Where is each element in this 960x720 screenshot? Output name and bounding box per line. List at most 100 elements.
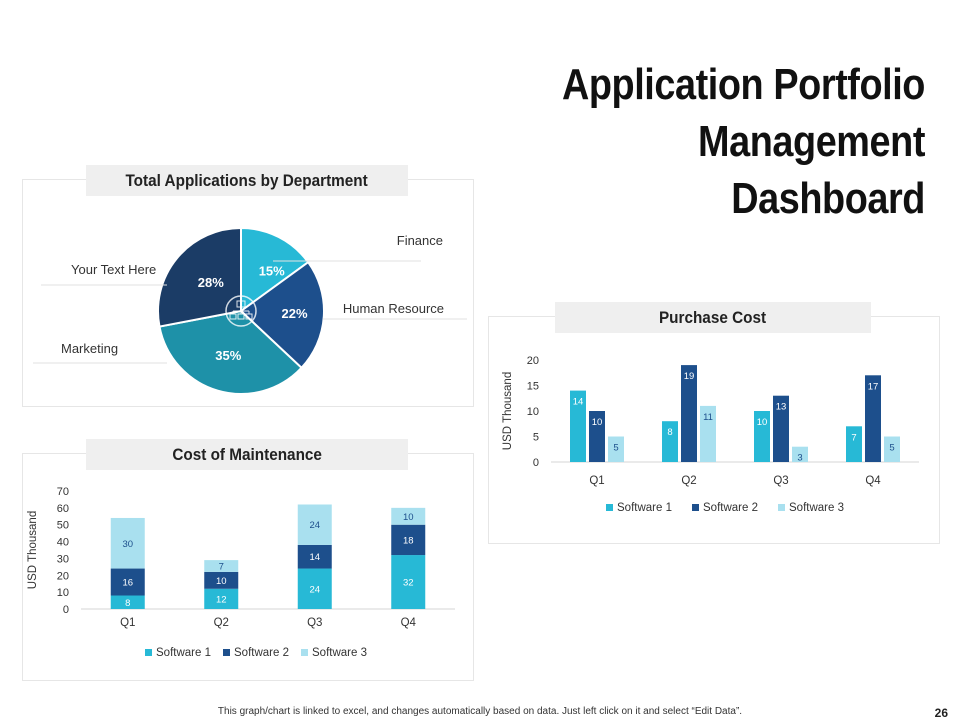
y-tick-label: 5 <box>533 432 539 444</box>
bar-q4-software-2 <box>865 375 881 462</box>
y-tick-label: 0 <box>63 604 69 616</box>
x-tick-label-q3: Q3 <box>773 475 788 487</box>
legend-swatch-software-3 <box>778 504 785 511</box>
stack-value-label: 24 <box>309 584 320 595</box>
pie-slice-finance <box>240 226 310 313</box>
stack-q3-software-2 <box>297 544 332 569</box>
bar-q3-software-2 <box>773 395 789 462</box>
department-panel-header: Total Applications by Department <box>86 165 408 196</box>
y-axis-label: USD Thousand <box>502 372 514 450</box>
y-tick-label: 70 <box>57 486 69 498</box>
pie-label-marketing: Marketing <box>61 341 118 356</box>
x-tick-label-q1: Q1 <box>120 617 135 629</box>
y-tick-label: 10 <box>57 587 69 599</box>
bar-q1-software-1 <box>570 390 586 462</box>
bar-value-label: 19 <box>684 371 695 382</box>
purchase-cost-title: Purchase Cost <box>659 307 767 327</box>
stack-q3-software-3 <box>297 504 332 545</box>
stack-q4-software-3 <box>391 507 426 525</box>
stack-q2-software-3 <box>204 560 239 572</box>
stack-value-label: 24 <box>309 520 320 531</box>
legend-label-software-1: Software 1 <box>156 647 211 659</box>
bar-q3-software-3 <box>792 446 808 462</box>
x-tick-label-q4: Q4 <box>401 617 417 629</box>
y-axis-label: USD Thousand <box>27 511 39 589</box>
bar-value-label: 13 <box>776 402 787 413</box>
bar-q4-software-1 <box>846 426 862 462</box>
stack-q3-software-1 <box>297 568 332 609</box>
bar-value-label: 7 <box>851 432 856 443</box>
pie-label-finance: Finance <box>397 233 443 248</box>
stack-value-label: 10 <box>403 512 414 523</box>
bar-value-label: 10 <box>757 417 768 428</box>
org-chart-icon-left <box>229 313 237 320</box>
maintenance-cost-chart[interactable]: 0 10 20 30 40 50 60 70 USD Thousand 8 16 30 Q1 12 10 7 Q… <box>23 454 473 680</box>
legend-label-software-2: Software 2 <box>703 502 758 514</box>
department-panel: 15% 22% 35% 28% Finance Human Resource Your Te… <box>22 179 474 407</box>
title-line-2: Management <box>698 117 925 166</box>
bar-q2-software-2 <box>681 365 697 462</box>
legend-label-software-1: Software 1 <box>617 502 672 514</box>
org-chart-icon-ring <box>225 295 257 327</box>
legend-swatch-software-1 <box>606 504 613 511</box>
y-tick-label: 20 <box>527 355 539 367</box>
bar-value-label: 3 <box>797 453 802 464</box>
y-tick-label: 50 <box>57 520 69 532</box>
pie-slice-percent: 15% <box>259 263 285 278</box>
purchase-cost-header: Purchase Cost <box>555 302 871 333</box>
bar-value-label: 11 <box>703 412 713 423</box>
x-tick-label-q1: Q1 <box>589 475 604 487</box>
stack-value-label: 14 <box>309 552 320 563</box>
x-tick-label-q3: Q3 <box>307 617 322 629</box>
page-title: Application Portfolio Management Dashboa… <box>521 56 925 227</box>
legend-label-software-3: Software 3 <box>312 647 367 659</box>
bar-q3-software-1 <box>754 411 770 462</box>
stack-value-label: 7 <box>219 562 224 573</box>
maintenance-panel: 0 10 20 30 40 50 60 70 USD Thousand 8 16 30 Q1 12 10 7 Q… <box>22 453 474 681</box>
bar-value-label: 5 <box>613 443 618 454</box>
legend-label-software-3: Software 3 <box>789 502 844 514</box>
org-chart-icon <box>229 300 253 320</box>
pie-label-human-resource: Human Resource <box>343 301 444 316</box>
stack-q1-software-3 <box>110 517 145 569</box>
stack-value-label: 16 <box>122 578 133 589</box>
x-tick-label-q4: Q4 <box>865 475 881 487</box>
bar-q2-software-3 <box>700 405 716 462</box>
bar-q1-software-3 <box>608 436 624 462</box>
pie-slice-your-text-here <box>157 226 242 328</box>
department-chart-title: Total Applications by Department <box>125 170 369 190</box>
org-chart-icon-mid <box>237 313 245 320</box>
legend-label-software-2: Software 2 <box>234 647 289 659</box>
pie-slice-marketing <box>158 309 303 395</box>
pie-label-your-text-here: Your Text Here <box>71 262 156 277</box>
stack-q4-software-2 <box>391 524 426 556</box>
stack-value-label: 30 <box>122 539 133 550</box>
y-tick-label: 40 <box>57 537 69 549</box>
y-tick-label: 15 <box>527 381 539 393</box>
bar-q1-software-2 <box>589 411 605 462</box>
maintenance-title: Cost of Maintenance <box>172 444 322 464</box>
bar-value-label: 17 <box>868 381 879 392</box>
legend-swatch-software-2 <box>223 649 230 656</box>
stack-q4-software-1 <box>391 555 426 609</box>
stack-q2-software-1 <box>204 588 239 609</box>
x-tick-label-q2: Q2 <box>681 475 696 487</box>
bar-q2-software-1 <box>662 421 678 462</box>
pie-slice-percent: 35% <box>215 348 241 363</box>
legend-swatch-software-1 <box>145 649 152 656</box>
legend-swatch-software-3 <box>301 649 308 656</box>
stack-value-label: 8 <box>125 598 130 609</box>
stack-value-label: 12 <box>216 594 227 605</box>
bar-value-label: 5 <box>889 443 894 454</box>
org-chart-icon-right <box>245 313 253 320</box>
stack-value-label: 10 <box>216 576 227 587</box>
department-pie-chart[interactable]: 15% 22% 35% 28% Finance Human Resource Your Te… <box>23 180 473 406</box>
x-tick-label-q2: Q2 <box>214 617 229 629</box>
y-tick-label: 10 <box>527 406 539 418</box>
bar-value-label: 8 <box>667 427 672 438</box>
title-line-1: Application Portfolio <box>561 60 925 109</box>
bar-value-label: 10 <box>592 417 603 428</box>
org-chart-icon-lines <box>232 307 250 314</box>
bar-value-label: 14 <box>573 397 584 408</box>
